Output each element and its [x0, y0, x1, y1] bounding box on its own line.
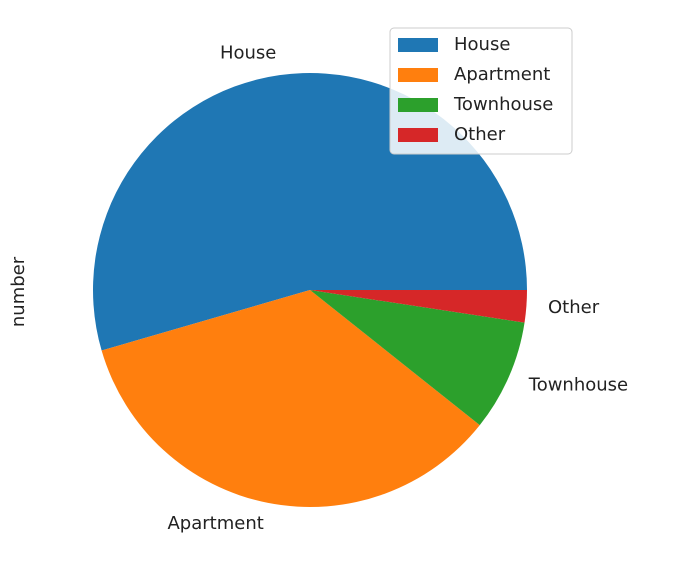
legend-swatch-townhouse: [398, 98, 438, 112]
slice-label-apartment: Apartment: [167, 513, 263, 534]
legend-swatch-apartment: [398, 68, 438, 82]
legend-frame: [389, 27, 573, 155]
pie-slice-labels: House Apartment Townhouse Other: [167, 43, 628, 535]
legend-label-apartment: Apartment: [454, 64, 550, 85]
slice-label-other: Other: [548, 297, 600, 318]
legend-swatch-house: [398, 38, 438, 52]
pie-slice-other: [310, 290, 527, 323]
pie-slice-apartment: [101, 290, 480, 508]
legend: House Apartment Townhouse Other: [389, 27, 573, 155]
legend-items: House Apartment Townhouse Other: [398, 34, 553, 145]
slice-label-townhouse: Townhouse: [528, 374, 628, 395]
slice-label-house: House: [220, 43, 276, 64]
legend-label-other: Other: [454, 124, 506, 145]
legend-label-townhouse: Townhouse: [453, 94, 553, 115]
pie-slice-townhouse: [310, 290, 525, 426]
legend-label-house: House: [454, 34, 510, 55]
y-axis-label: number: [8, 256, 29, 327]
legend-swatch-other: [398, 128, 438, 142]
